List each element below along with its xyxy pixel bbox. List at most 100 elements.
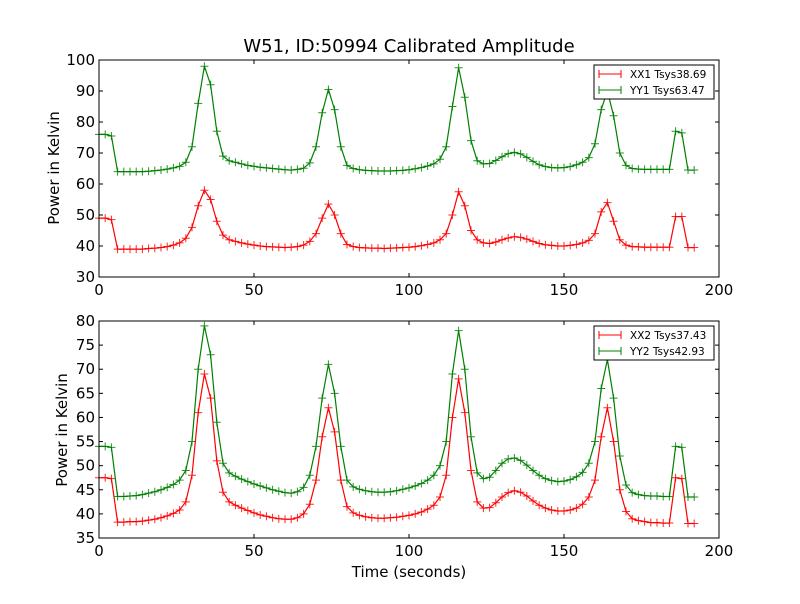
data-point-marker [243,477,252,486]
data-point-marker [615,452,624,461]
data-point-marker [522,461,531,470]
data-point-marker [677,212,686,221]
data-point-marker [535,501,544,510]
data-point-marker [671,442,680,451]
data-point-marker [597,207,606,216]
data-point-marker [566,162,575,171]
data-point-marker [336,442,345,451]
data-point-marker [361,512,370,521]
data-point-marker [157,166,165,175]
data-point-marker [671,473,680,482]
data-point-marker [677,128,686,137]
data-point-marker [529,157,537,166]
data-point-marker [622,161,630,170]
data-point-marker [677,474,686,483]
data-point-marker [150,487,159,496]
data-point-marker [510,453,519,462]
data-point-marker [169,241,178,250]
data-point-marker [305,471,314,480]
data-point-marker [361,486,370,495]
data-point-marker [188,142,196,151]
data-point-marker [225,156,234,165]
data-point-marker [417,479,426,488]
x-tick-label: 100 [395,281,424,299]
data-point-marker [181,158,190,167]
data-point-marker [219,231,227,240]
data-point-marker [175,506,184,515]
data-point-marker [219,459,227,468]
data-point-marker [330,211,339,219]
data-point-marker [591,139,599,148]
data-point-marker [578,468,587,477]
data-point-marker [287,515,296,524]
x-tick-label: 100 [395,542,424,560]
data-point-marker [584,459,593,468]
data-point-marker [429,238,438,247]
data-point-marker [188,471,196,480]
data-point-marker [690,519,699,528]
y-tick-label: 100 [66,51,95,69]
data-point-marker [560,477,568,486]
data-point-marker [318,394,327,403]
data-point-marker [628,164,637,173]
data-point-marker [677,443,686,452]
data-point-marker [231,237,240,246]
data-point-marker [547,476,556,485]
data-point-marker [219,152,227,161]
bottom-y-axis-label: Power in Kelvin [53,373,71,487]
data-point-marker [144,167,153,176]
data-point-marker [448,370,457,379]
data-point-marker [491,466,500,475]
data-point-marker [690,166,699,175]
data-point-marker [479,474,488,483]
bottom-legend-box [593,325,715,361]
data-point-marker [169,509,178,518]
top-plot: Power in Kelvin 0 50 100 150 200 30 40 50 60 70 80… [45,51,733,299]
data-point-marker [510,232,519,241]
data-point-marker [262,483,271,492]
data-point-marker [293,165,302,174]
data-point-marker [572,504,581,513]
data-point-marker [144,489,153,498]
data-point-marker [566,475,575,484]
data-point-marker [256,481,265,490]
data-point-marker [274,165,283,174]
data-point-marker [318,108,327,117]
data-point-marker [343,161,351,170]
data-point-marker [584,493,593,502]
x-axis-label: Time (seconds) [351,563,467,581]
x-tick-label: 0 [94,281,104,299]
data-point-marker [560,242,568,250]
data-point-marker [262,163,271,172]
data-point-marker [671,127,680,136]
data-point-marker [324,403,333,412]
legend-label-xx2: XX2 Tsys37.43 [630,330,706,342]
y-tick-label: 35 [76,529,95,547]
legend-label-yy1: YY1 Tsys63.47 [629,85,705,97]
data-point-marker [448,413,457,422]
data-point-marker [634,516,643,525]
data-point-marker [293,242,302,251]
data-point-marker [411,481,420,490]
data-point-marker [491,237,500,246]
legend-label-yy2: YY2 Tsys42.93 [629,346,705,358]
data-point-marker [268,164,277,173]
top-axes-frame [98,59,720,278]
data-point-marker [405,165,413,174]
y-tick-label: 70 [76,144,95,162]
data-point-marker [560,506,568,515]
data-point-marker [287,489,296,498]
data-point-marker [541,240,550,249]
data-point-marker [138,517,147,526]
data-point-marker [485,473,494,482]
data-point-marker [212,127,221,136]
series-yy1 [95,62,699,176]
data-point-marker [237,159,246,168]
data-point-marker [516,488,525,497]
data-point-marker [107,474,116,483]
data-point-marker [163,242,172,251]
data-point-marker [150,244,159,253]
data-point-marker [572,160,581,169]
data-point-marker [101,473,110,482]
data-point-marker [504,488,513,497]
